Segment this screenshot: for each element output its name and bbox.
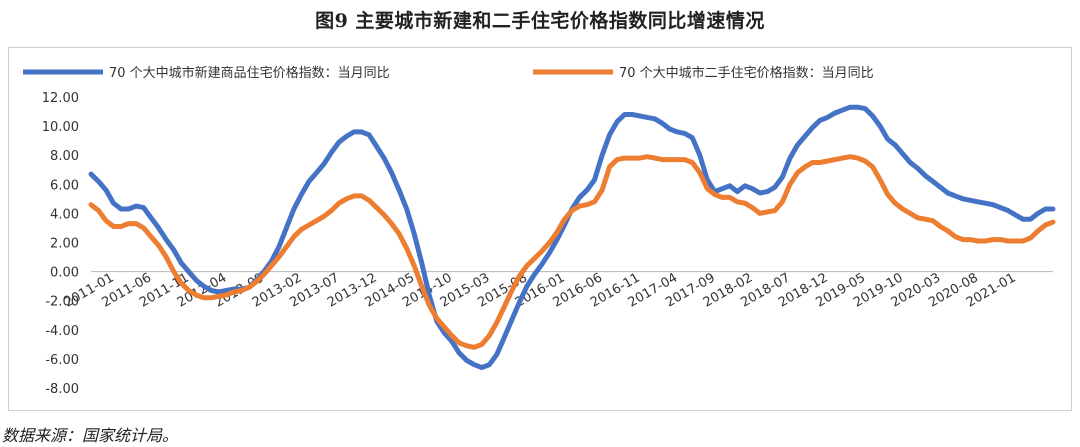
y-tick-label: 2.00 — [50, 237, 79, 252]
y-tick-label: 10.00 — [42, 120, 79, 135]
y-tick-label: -8.00 — [45, 382, 79, 397]
y-tick-label: 0.00 — [50, 266, 79, 281]
y-tick-label: -6.00 — [45, 353, 79, 368]
y-tick-label: -2.00 — [45, 295, 79, 310]
legend: 70 个大中城市新建商品住宅价格指数：当月同比 70 个大中城市二手住宅价格指数… — [23, 65, 874, 81]
series-lines — [88, 104, 1056, 371]
y-axis: 12.00 10.00 8.00 6.00 4.00 2.00 0.00 -2.00 -4.00… — [42, 91, 79, 397]
legend-label-second-hand-homes: 70 个大中城市二手住宅价格指数：当月同比 — [619, 65, 874, 81]
y-tick-label: -4.00 — [45, 324, 79, 339]
series-line-new-homes — [88, 104, 1056, 371]
chart-title: 图9 主要城市新建和二手住宅价格指数同比增速情况 — [315, 10, 765, 32]
y-tick-label: 4.00 — [50, 207, 79, 222]
legend-label-new-homes: 70 个大中城市新建商品住宅价格指数：当月同比 — [109, 65, 390, 81]
data-source-note: 数据来源：国家统计局。 — [2, 426, 179, 445]
chart-frame: 70 个大中城市新建商品住宅价格指数：当月同比 70 个大中城市二手住宅价格指数… — [8, 47, 1072, 411]
y-tick-label: 12.00 — [42, 91, 79, 106]
y-tick-label: 8.00 — [50, 149, 79, 164]
y-tick-label: 6.00 — [50, 178, 79, 193]
line-chart: 70 个大中城市新建商品住宅价格指数：当月同比 70 个大中城市二手住宅价格指数… — [23, 65, 1056, 397]
series-line-second-hand-homes — [88, 154, 1056, 350]
